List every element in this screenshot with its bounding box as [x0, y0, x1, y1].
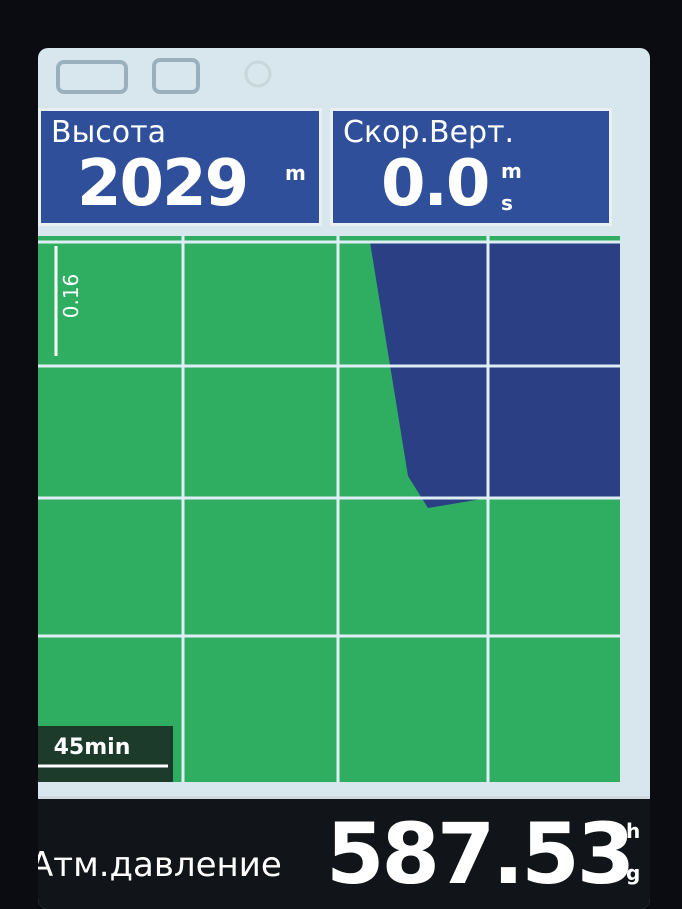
field-value: 2029	[77, 147, 249, 221]
field-value: 0.0	[381, 147, 490, 221]
gps-3d-icon	[152, 58, 200, 94]
vertical-speed-field: Скор.Верт. 0.0 m s	[330, 108, 612, 226]
status-bar	[56, 58, 272, 94]
profile-area	[370, 242, 620, 508]
altitude-field: Высота 2029 m	[38, 108, 322, 226]
field-unit: m	[501, 159, 522, 183]
backlight-icon	[244, 60, 272, 88]
field-unit: m	[285, 161, 306, 185]
vertical-scale-label: 0.16	[59, 274, 83, 319]
altitude-plot: 45min 0.16	[38, 236, 620, 782]
field-unit: h	[626, 819, 641, 843]
battery-icon	[56, 60, 128, 94]
field-label: Высота	[51, 115, 166, 150]
pressure-field: Атм.давление 587.53 h g	[38, 796, 650, 909]
time-scale-label: 45min	[54, 735, 131, 760]
time-scale-box	[38, 726, 173, 782]
field-label: Атм.давление	[38, 845, 282, 885]
field-unit: g	[626, 861, 641, 885]
field-label: Скор.Верт.	[343, 115, 515, 150]
grid	[38, 236, 620, 782]
field-value: 587.53	[326, 805, 635, 903]
device-screen: Высота 2029 m Скор.Верт. 0.0 m s 45min 0…	[38, 48, 650, 909]
field-unit: s	[501, 191, 513, 215]
